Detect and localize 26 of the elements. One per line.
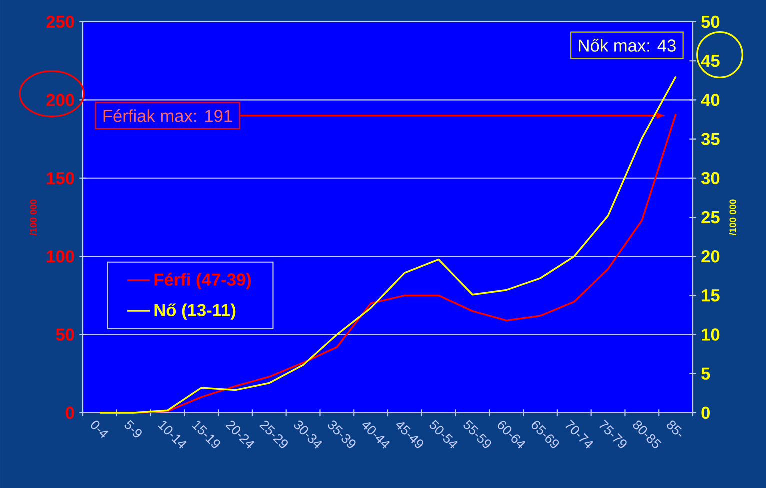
y2-tick-label: 20 (702, 250, 720, 263)
y2-tick-label: 0 (702, 406, 710, 420)
y2-tick-label: 35 (701, 133, 720, 146)
x-tick-label: 5-9 (124, 420, 142, 438)
x-tick-label: 0-4 (91, 420, 109, 438)
y2-tick-label: 30 (701, 172, 720, 185)
y2-tick-label: 50 (702, 16, 720, 28)
y-tick-label: 150 (47, 172, 74, 185)
y-tick-label: 200 (46, 94, 74, 106)
y2-tick-label: 15 (702, 290, 720, 302)
annotation: Nők max: 43 (579, 38, 676, 52)
y-tick-label: 100 (47, 250, 74, 263)
y2-tick-label: 45 (701, 55, 720, 68)
x-tick-label: 85- (667, 420, 682, 437)
legend-label: Nő (13-11) (154, 304, 236, 320)
annotation: Férfiak max: 191 (104, 109, 232, 122)
y-tick-label: 50 (56, 328, 74, 341)
y2-tick-label: 10 (702, 328, 720, 341)
y2-axis-title: /100 000 (729, 200, 736, 236)
y2-tick-label: 5 (702, 368, 710, 380)
y-tick-label: 250 (46, 16, 74, 28)
y-axis-title: /100 000 (30, 200, 37, 236)
y2-tick-label: 25 (702, 211, 720, 224)
y-tick-label: 0 (66, 406, 74, 420)
legend-label: Férfi (47-39) (154, 273, 251, 290)
y2-tick-label: 40 (701, 94, 720, 106)
